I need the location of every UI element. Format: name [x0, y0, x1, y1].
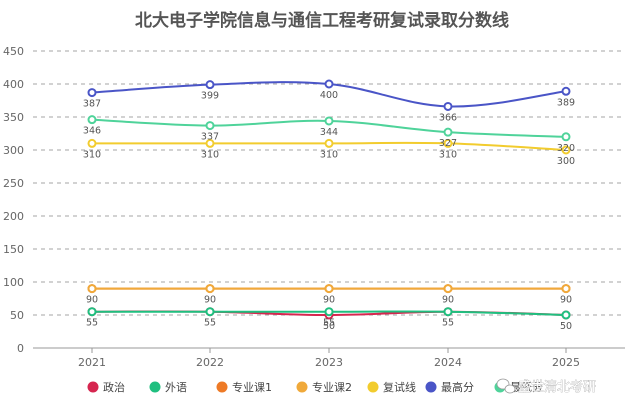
data-label: 399 — [201, 91, 219, 102]
y-tick-label: 50 — [10, 309, 24, 322]
y-tick-label: 450 — [3, 45, 24, 58]
data-label: 55 — [86, 318, 98, 329]
legend-marker — [425, 381, 437, 393]
data-point[interactable] — [443, 138, 453, 148]
data-point[interactable] — [561, 145, 571, 155]
data-point[interactable] — [561, 284, 571, 294]
wechat-icon — [496, 378, 516, 394]
legend-label: 专业课1 — [232, 380, 272, 394]
legend-item[interactable]: 外语 — [149, 381, 188, 394]
y-tick-label: 100 — [3, 276, 24, 289]
legend-item[interactable]: 政治 — [87, 380, 126, 394]
legend-item[interactable]: 最高分 — [425, 380, 475, 394]
data-point[interactable] — [324, 307, 334, 317]
data-point[interactable] — [87, 307, 97, 317]
data-label: 310 — [201, 149, 219, 160]
legend-marker — [296, 381, 308, 393]
data-label: 55 — [204, 318, 216, 329]
x-tick-label: 2023 — [315, 356, 343, 369]
y-tick-label: 400 — [3, 78, 24, 91]
data-point[interactable] — [443, 101, 453, 111]
data-label: 327 — [439, 138, 457, 149]
legend-item[interactable]: 复试线 — [367, 380, 417, 394]
data-label: 344 — [320, 127, 338, 138]
series-group — [87, 79, 571, 320]
data-label: 387 — [83, 99, 101, 110]
chart-title: 北大电子学院信息与通信工程考研复试录取分数线 — [135, 10, 509, 31]
legend-label: 外语 — [165, 381, 187, 394]
data-point[interactable] — [561, 310, 571, 320]
y-tick-label: 350 — [3, 111, 24, 124]
x-tick-label: 2025 — [552, 356, 580, 369]
data-label: 320 — [557, 143, 575, 154]
data-label: 310 — [439, 149, 457, 160]
data-label: 337 — [201, 132, 219, 143]
data-label: 90 — [323, 295, 335, 306]
legend-marker — [367, 381, 379, 393]
y-tick-label: 200 — [3, 210, 24, 223]
data-label: 310 — [83, 149, 101, 160]
data-point[interactable] — [87, 88, 97, 98]
data-point[interactable] — [443, 307, 453, 317]
legend-item[interactable]: 专业课1 — [216, 380, 273, 394]
y-axis: 0 50 100 150 200 250 300 350 400 450 — [3, 45, 24, 355]
data-point[interactable] — [87, 115, 97, 125]
data-point[interactable] — [324, 284, 334, 294]
legend-item[interactable]: 专业课2 — [296, 380, 353, 394]
data-point[interactable] — [443, 284, 453, 294]
data-label: 90 — [560, 295, 572, 306]
data-label: 346 — [83, 126, 101, 137]
y-tick-label: 300 — [3, 144, 24, 157]
data-label: 389 — [557, 97, 575, 108]
legend-marker — [149, 381, 161, 393]
data-label: 50 — [323, 321, 335, 332]
watermark-text: 盛世清北考研 — [518, 380, 596, 395]
data-label: 366 — [439, 112, 457, 123]
data-point[interactable] — [205, 138, 215, 148]
data-point[interactable] — [87, 138, 97, 148]
legend-marker — [216, 381, 228, 393]
data-point[interactable] — [205, 284, 215, 294]
data-point[interactable] — [87, 284, 97, 294]
data-label: 90 — [204, 295, 216, 306]
legend-label: 最低分 — [510, 381, 543, 394]
legend-label: 复试线 — [383, 380, 416, 394]
y-tick-label: 150 — [3, 243, 24, 256]
data-point[interactable] — [324, 79, 334, 89]
data-point[interactable] — [561, 86, 571, 96]
data-label: 55 — [323, 318, 335, 329]
data-point[interactable] — [205, 307, 215, 317]
legend-marker — [87, 381, 99, 393]
data-label: 90 — [442, 295, 454, 306]
watermark: 盛世清北考研 — [496, 378, 596, 395]
data-point[interactable] — [324, 116, 334, 126]
legend[interactable]: 政治 外语 专业课1 专业课2 复试线 最高分 最低分 — [87, 380, 544, 394]
data-point[interactable] — [324, 138, 334, 148]
data-point[interactable] — [561, 132, 571, 142]
data-label: 90 — [86, 295, 98, 306]
data-point[interactable] — [205, 80, 215, 90]
data-label: 55 — [442, 318, 454, 329]
legend-label: 政治 — [103, 380, 125, 394]
x-axis: 2021 2022 2023 2024 2025 — [78, 348, 580, 369]
y-tick-label: 250 — [3, 177, 24, 190]
data-point[interactable] — [443, 127, 453, 137]
x-tick-label: 2024 — [434, 356, 462, 369]
legend-label: 最高分 — [441, 380, 474, 394]
data-label: 310 — [320, 149, 338, 160]
data-label: 300 — [557, 156, 575, 167]
legend-label: 专业课2 — [312, 380, 352, 394]
y-tick-label: 0 — [17, 342, 24, 355]
data-label: 400 — [320, 90, 338, 101]
data-point[interactable] — [205, 121, 215, 131]
data-label: 50 — [560, 321, 572, 332]
x-tick-label: 2021 — [78, 356, 106, 369]
x-tick-label: 2022 — [196, 356, 224, 369]
